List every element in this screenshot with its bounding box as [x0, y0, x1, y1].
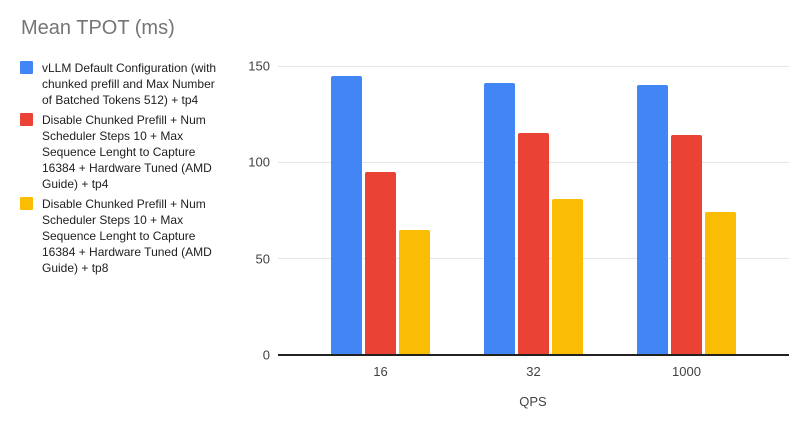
- y-tick-label: 100: [248, 154, 270, 170]
- bar: [331, 75, 362, 355]
- x-tick-label: 32: [526, 364, 541, 379]
- legend-label: vLLM Default Configuration (with chunked…: [42, 61, 217, 107]
- bar: [399, 229, 430, 355]
- bar: [484, 83, 515, 355]
- legend-item: vLLM Default Configuration (with chunked…: [20, 60, 230, 108]
- legend-label: Disable Chunked Prefill + Num Scheduler …: [42, 113, 212, 191]
- legend-swatch: [20, 61, 33, 74]
- legend: vLLM Default Configuration (with chunked…: [20, 60, 230, 280]
- gridline: [278, 65, 789, 67]
- bar: [671, 135, 702, 355]
- x-axis-title: QPS: [519, 394, 547, 409]
- y-tick-label: 150: [248, 58, 270, 74]
- legend-swatch: [20, 197, 33, 210]
- bar: [518, 133, 549, 355]
- chart-title: Mean TPOT (ms): [21, 17, 175, 39]
- bar: [637, 85, 668, 355]
- x-tick-label: 16: [373, 364, 388, 379]
- bar: [705, 212, 736, 355]
- legend-item: Disable Chunked Prefill + Num Scheduler …: [20, 196, 230, 276]
- x-tick-label: 1000: [672, 364, 701, 379]
- legend-label: Disable Chunked Prefill + Num Scheduler …: [42, 197, 212, 275]
- bar: [365, 171, 396, 355]
- legend-item: Disable Chunked Prefill + Num Scheduler …: [20, 112, 230, 192]
- x-axis-line: [278, 354, 789, 356]
- y-tick-label: 50: [255, 251, 270, 267]
- bar: [552, 198, 583, 355]
- legend-swatch: [20, 113, 33, 126]
- y-tick-label: 0: [262, 347, 270, 363]
- plot-area: QPS 0 50 100 150 16 32 1000: [248, 59, 789, 409]
